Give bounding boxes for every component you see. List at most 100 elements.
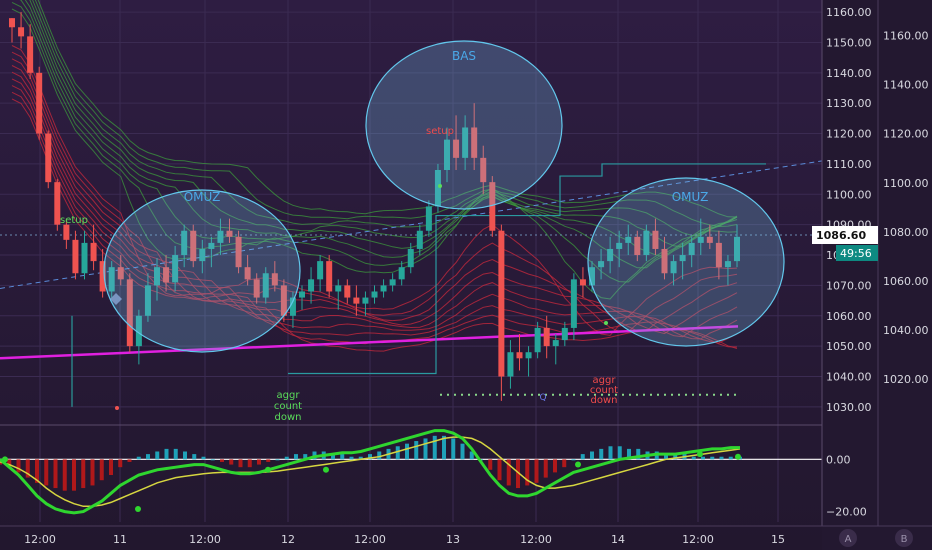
- candle-body: [289, 297, 296, 316]
- countdown-value: 49:56: [840, 247, 872, 260]
- candle-body: [715, 242, 722, 268]
- macd-cross-dot: [735, 453, 741, 460]
- candle-body: [9, 18, 15, 28]
- macd-histogram-bar: [146, 454, 150, 460]
- candle-body: [226, 230, 233, 237]
- right-price-tick: 1100.00: [883, 177, 929, 190]
- macd-histogram-bar: [442, 435, 446, 460]
- ema-line: [11, 1, 738, 283]
- candle-body: [661, 248, 668, 274]
- q-label: Q: [539, 393, 546, 403]
- left-price-tick: 1130.00: [826, 97, 872, 110]
- candle-body: [434, 170, 441, 207]
- macd-histogram-bar: [201, 456, 206, 460]
- macd-histogram-bar: [719, 456, 724, 460]
- macd-tick: −20.00: [826, 506, 867, 519]
- right-price-tick: 1080.00: [883, 226, 929, 239]
- diamond-marker: [110, 293, 122, 305]
- left-price-tick: 1070.00: [826, 279, 872, 292]
- time-tick: 12:00: [24, 533, 56, 546]
- candle-body: [507, 352, 514, 377]
- pattern-circles: [103, 40, 785, 353]
- candle-body: [371, 291, 378, 298]
- candle-body: [416, 230, 423, 249]
- candle-body: [317, 261, 324, 280]
- candle-body: [634, 236, 641, 256]
- ema-line: [19, 0, 738, 269]
- signal-dot: [604, 321, 608, 325]
- macd-histogram-bar: [534, 459, 539, 483]
- left-price-tick: 1060.00: [826, 310, 872, 323]
- macd-histogram-bar: [247, 459, 252, 468]
- macd-histogram-bar: [90, 459, 95, 486]
- candle-body: [27, 36, 34, 73]
- macd-histogram-bar: [571, 459, 576, 461]
- macd-cross-dot: [575, 461, 581, 468]
- step-line: [288, 163, 766, 375]
- annotation-labels: OMUZBASOMUZsetupsetupaggrcountdownaggrco…: [60, 49, 708, 423]
- candle-body: [163, 267, 170, 283]
- candle-body: [308, 279, 315, 292]
- left-price-tick: 1050.00: [826, 340, 872, 353]
- macd-histogram-bar: [349, 456, 354, 460]
- candle-body: [262, 273, 269, 298]
- candle-body: [362, 297, 369, 304]
- right-price-tick: 1120.00: [883, 128, 929, 141]
- macd-histogram-bar: [608, 446, 613, 460]
- macd-histogram-bar: [99, 459, 104, 481]
- candle-body: [45, 133, 52, 183]
- macd-cross-dot: [697, 451, 703, 458]
- macd-histogram-bar: [358, 456, 363, 460]
- left-price-tick: 1110.00: [826, 158, 872, 171]
- time-tick: 12: [281, 533, 295, 546]
- aggr-count-down-left: count: [274, 401, 302, 412]
- log-scale-button[interactable]: [895, 529, 913, 547]
- candle-body: [543, 327, 550, 347]
- macd-histogram-bar: [210, 459, 215, 461]
- time-tick: 11: [113, 533, 127, 546]
- bas-label: BAS: [452, 49, 476, 63]
- macd-histogram-bar: [331, 454, 335, 460]
- candle-body: [670, 261, 677, 274]
- macd-histogram-bar: [525, 459, 530, 486]
- macd-histogram-bar: [62, 459, 67, 491]
- candle-body: [589, 267, 595, 286]
- ema-line: [11, 98, 738, 352]
- macd-histogram-bar: [136, 456, 141, 460]
- candle-body: [126, 279, 133, 347]
- macd-histogram-bar: [340, 454, 345, 460]
- aggr-count-down-left: down: [275, 412, 302, 423]
- candle-body: [444, 139, 450, 170]
- candle-body: [525, 352, 532, 359]
- macd-histogram-bar: [553, 459, 557, 473]
- candle-body: [643, 230, 650, 256]
- right-shoulder-circle: [587, 177, 785, 347]
- macd-histogram-bar: [617, 446, 622, 460]
- macd-histogram-bar: [25, 459, 30, 478]
- macd-histogram-bar: [7, 459, 12, 468]
- candle-body: [607, 248, 614, 262]
- macd-histogram-bar: [368, 454, 372, 460]
- macd-histogram-bar: [488, 459, 493, 470]
- candle-body: [326, 261, 333, 292]
- macd-histogram-bar: [109, 459, 113, 475]
- right-omuz-label: OMUZ: [672, 190, 709, 204]
- candle-body: [36, 72, 43, 134]
- ema-line: [11, 8, 738, 300]
- macd-histogram-bar: [220, 459, 224, 462]
- countdown-tag: [836, 244, 878, 261]
- macd-histogram-bar: [377, 451, 382, 460]
- macd-histogram-bar: [294, 454, 298, 460]
- macd-histogram-bar: [627, 448, 631, 460]
- left-price-tick: 1040.00: [826, 371, 872, 384]
- macd-histogram-bar: [590, 451, 594, 460]
- candle-body: [172, 255, 179, 283]
- candle-body: [570, 279, 577, 328]
- auto-scale-button[interactable]: [839, 529, 857, 547]
- macd-histogram-bar: [414, 441, 419, 460]
- candle-body: [652, 230, 659, 249]
- ema-line: [11, 58, 738, 332]
- signal-dot: [115, 406, 119, 410]
